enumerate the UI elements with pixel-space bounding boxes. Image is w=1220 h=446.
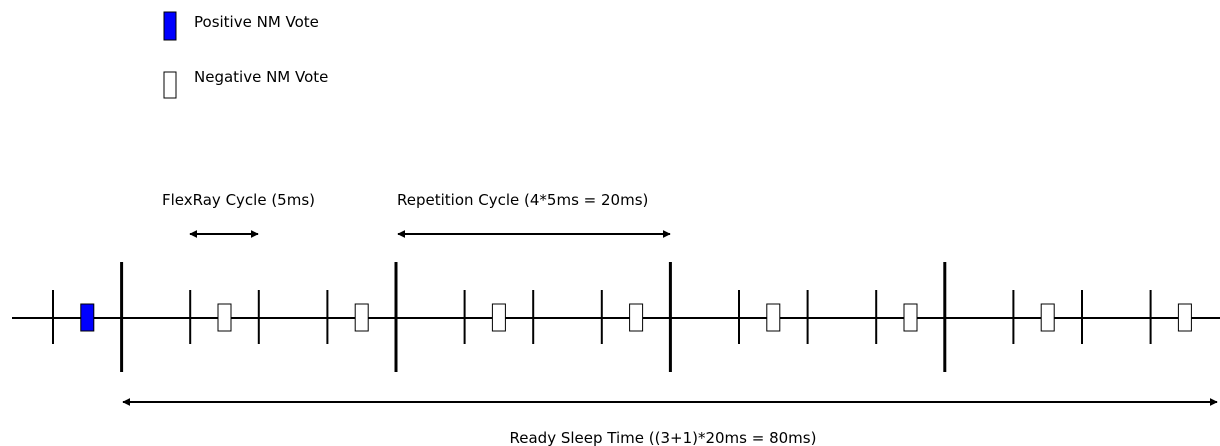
legend: Positive NM Vote Negative NM Vote	[163, 11, 328, 99]
positive-vote-marker	[80, 303, 95, 332]
positive-vote-swatch	[163, 11, 177, 41]
negative-vote-marker	[354, 303, 369, 332]
negative-vote-marker	[629, 303, 644, 332]
negative-vote-marker	[903, 303, 918, 332]
negative-vote-marker	[491, 303, 506, 332]
repetition-cycle-label: Repetition Cycle (4*5ms = 20ms)	[397, 191, 648, 209]
negative-vote-marker	[217, 303, 232, 332]
negative-vote-marker	[1040, 303, 1055, 332]
flexray-cycle-label: FlexRay Cycle (5ms)	[162, 191, 315, 209]
positive-vote-label: Positive NM Vote	[194, 13, 319, 31]
negative-vote-label: Negative NM Vote	[194, 68, 328, 86]
timeline	[12, 262, 1220, 372]
negative-vote-marker	[1177, 303, 1192, 332]
negative-vote-marker	[766, 303, 781, 332]
negative-vote-swatch	[163, 71, 177, 99]
ready-sleep-time-label: Ready Sleep Time ((3+1)*20ms = 80ms)	[510, 429, 817, 446]
